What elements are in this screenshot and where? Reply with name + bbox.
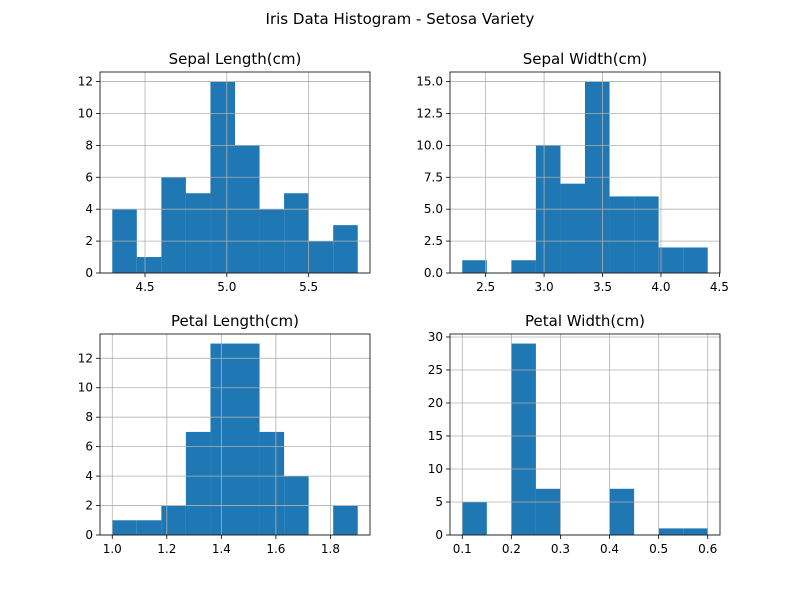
- y-tick-label: 20: [428, 396, 443, 410]
- histogram-bar: [259, 431, 285, 535]
- x-tick-label: 0.3: [551, 542, 570, 556]
- x-tick-label: 3.0: [535, 280, 554, 294]
- y-tick-label: 0: [85, 266, 93, 280]
- histogram-bar: [161, 505, 186, 535]
- x-tick-label: 1.0: [103, 542, 122, 556]
- y-tick-label: 30: [428, 330, 443, 344]
- y-tick-label: 10: [78, 106, 93, 120]
- x-tick-label: 4.5: [135, 280, 154, 294]
- x-tick-label: 0.4: [600, 542, 619, 556]
- y-tick-label: 12: [78, 351, 93, 365]
- histogram-bar: [683, 528, 708, 535]
- y-tick-label: 6: [85, 440, 93, 454]
- axes-frame: [449, 333, 721, 536]
- histogram-bar: [284, 193, 309, 273]
- histogram-bar: [235, 343, 260, 535]
- y-tick-label: 0: [85, 528, 93, 542]
- panel-petal-length: Petal Length(cm) 1.0 1.2 1.4 1.6 1.8 0 2 4 6 8 10 1…: [78, 312, 371, 556]
- histogram-bar: [683, 247, 708, 273]
- y-tick-label: 4: [85, 469, 93, 483]
- y-tick-label: 7.5: [424, 170, 443, 184]
- panel-title: Sepal Length(cm): [169, 50, 302, 68]
- histogram-bar: [462, 260, 487, 273]
- y-tick-label: 10.0: [416, 138, 443, 152]
- y-tick-label: 15: [428, 429, 443, 443]
- y-tick-label: 0.0: [424, 266, 443, 280]
- panel-title: Petal Width(cm): [525, 312, 645, 330]
- y-tick-label: 6: [85, 170, 93, 184]
- histogram-bar: [333, 225, 358, 273]
- y-tick-label: 25: [428, 363, 443, 377]
- axes-frame: [99, 71, 371, 274]
- y-tick-label: 5: [435, 495, 443, 509]
- y-tick-label: 4: [85, 202, 93, 216]
- histogram-bar: [136, 520, 162, 535]
- x-tick-label: 0.2: [502, 542, 521, 556]
- x-tick-label: 3.5: [593, 280, 612, 294]
- histogram-bar: [112, 520, 137, 535]
- panel-petal-width: Petal Width(cm) 0.1 0.2 0.3 0.4 0.5 0.6 0 5 10 15…: [428, 312, 721, 556]
- x-tick-label: 1.4: [212, 542, 231, 556]
- x-tick-label: 1.6: [266, 542, 285, 556]
- panel-sepal-length: Sepal Length(cm) 4.5 5.0 5.5 0 2 4 6 8 10 12: [78, 50, 371, 294]
- x-tick-label: 4.5: [710, 280, 729, 294]
- y-tick-label: 2: [85, 499, 93, 513]
- histogram-bar: [658, 528, 684, 535]
- panel-sepal-width: Sepal Width(cm) 2.5 3.0 3.5 4.0 4.5 0.0 2.5 5.0…: [416, 50, 729, 294]
- histogram-bar: [511, 343, 536, 535]
- y-tick-label: 10: [78, 381, 93, 395]
- x-tick-label: 5.0: [217, 280, 236, 294]
- y-tick-label: 0: [435, 528, 443, 542]
- histogram-bar: [609, 196, 635, 273]
- y-tick-label: 5.0: [424, 202, 443, 216]
- histogram-bar: [634, 196, 659, 273]
- y-tick-label: 15.0: [416, 75, 443, 89]
- panel-title: Petal Length(cm): [171, 312, 299, 330]
- y-tick-label: 8: [85, 138, 93, 152]
- y-tick-label: 2: [85, 234, 93, 248]
- histogram-bar: [161, 177, 186, 273]
- histogram-bar: [535, 488, 561, 535]
- histogram-bar: [658, 247, 684, 273]
- y-tick-label: 12.5: [416, 106, 443, 120]
- histogram-bar: [333, 505, 358, 535]
- x-tick-label: 0.1: [453, 542, 472, 556]
- axes-frame: [99, 333, 371, 536]
- panel-title: Sepal Width(cm): [523, 50, 648, 68]
- x-tick-label: 2.5: [476, 280, 495, 294]
- axes-frame: [449, 71, 721, 274]
- x-tick-label: 4.0: [651, 280, 670, 294]
- histogram-bar: [462, 501, 487, 535]
- histogram-bar: [308, 241, 334, 273]
- y-tick-label: 10: [428, 462, 443, 476]
- x-tick-label: 1.8: [321, 542, 340, 556]
- histogram-bar: [136, 257, 162, 273]
- x-tick-label: 0.6: [698, 542, 717, 556]
- x-tick-label: 5.5: [299, 280, 318, 294]
- y-tick-label: 2.5: [424, 234, 443, 248]
- histogram-bar: [185, 431, 211, 535]
- histogram-bar: [210, 343, 235, 535]
- y-tick-label: 12: [78, 75, 93, 89]
- x-tick-label: 0.5: [649, 542, 668, 556]
- histogram-bar: [185, 193, 211, 273]
- histogram-bar: [560, 183, 585, 273]
- histogram-bar: [609, 488, 635, 535]
- figure-title: Iris Data Histogram - Setosa Variety: [266, 10, 535, 28]
- x-tick-label: 1.2: [157, 542, 176, 556]
- histogram-bar: [511, 260, 536, 273]
- y-tick-label: 8: [85, 410, 93, 424]
